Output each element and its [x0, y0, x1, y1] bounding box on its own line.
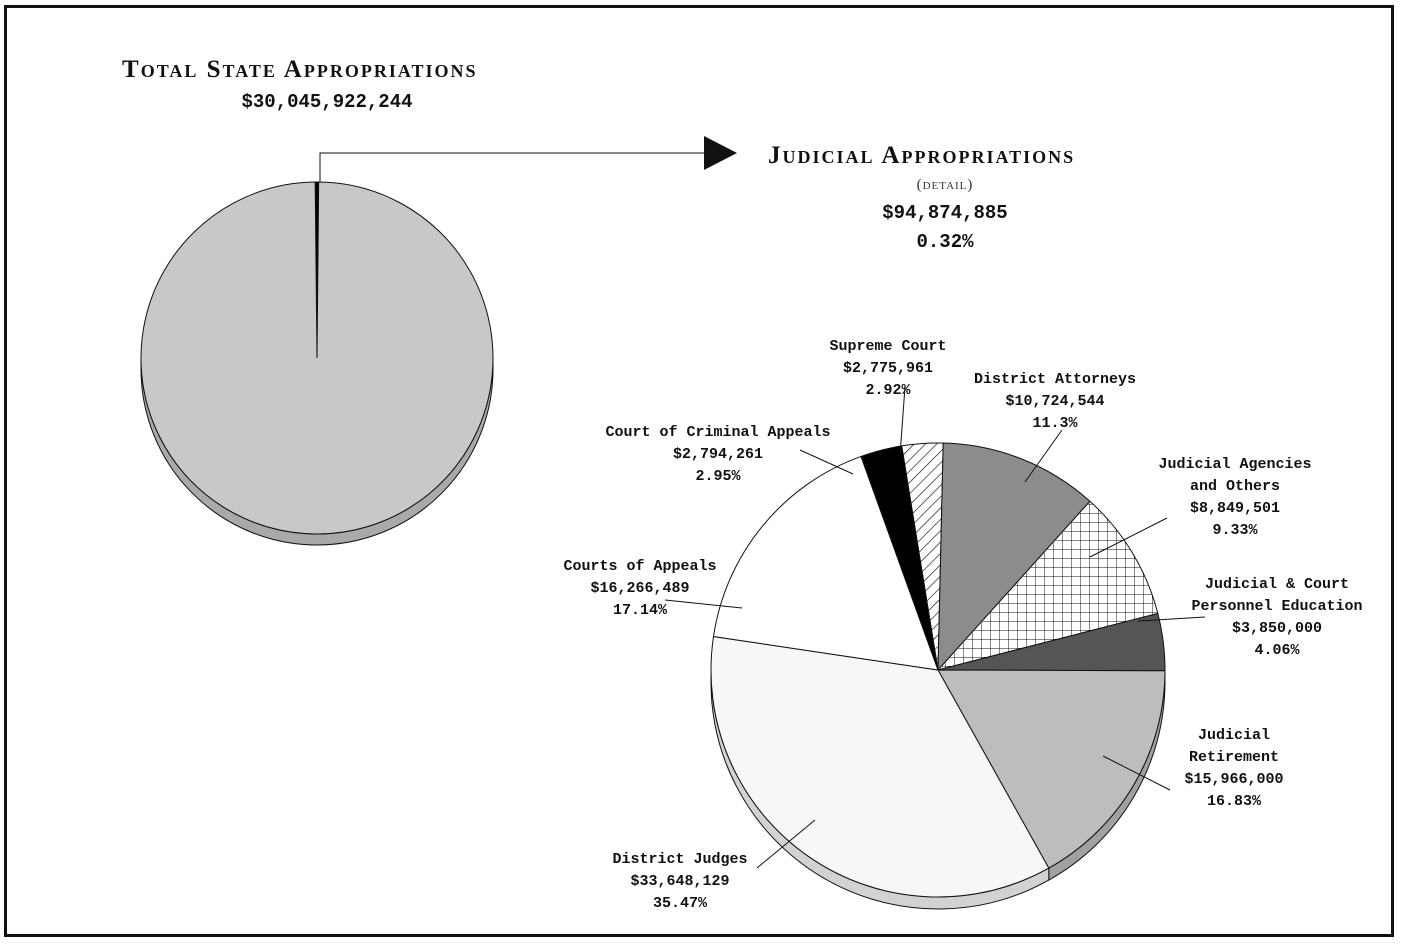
leader-line: [664, 599, 743, 609]
slice-label: Supreme Court $2,775,961 2.92%: [829, 338, 946, 399]
judicial-title: JUDICIAL APPROPRIATIONS: [768, 142, 1075, 169]
judicial-pie-slice-district-judges: [710, 635, 1050, 898]
judicial-pie-slice-court-of-criminal-appeals: [860, 445, 939, 671]
slice-label: Judicial Retirement $15,966,000 16.83%: [1184, 727, 1283, 810]
total-title: TOTAL STATE APPROPRIATIONS: [122, 56, 478, 83]
total-pie: [140, 181, 494, 546]
leader-line: [756, 819, 816, 869]
slice-label: Courts of Appeals $16,266,489 17.14%: [563, 558, 716, 619]
slice-label: Judicial & Court Personnel Education $3,85…: [1191, 576, 1362, 659]
judicial-percent: 0.32%: [916, 231, 974, 253]
total-pie-slice-other: [140, 181, 494, 535]
slice-label: District Judges $33,648,129 35.47%: [612, 851, 747, 912]
leader-line: [1024, 429, 1063, 483]
judicial-amount: $94,874,885: [882, 202, 1007, 224]
slice-labels: Supreme Court $2,775,961 2.92% District Att…: [563, 338, 1362, 912]
judicial-pie-slice-district-attorneys: [937, 442, 1091, 672]
judicial-pie-slice-courts-of-appeals: [712, 455, 939, 671]
leader-line: [799, 449, 854, 475]
chart-frame: [4, 5, 1394, 937]
connector-line: [319, 152, 705, 187]
judicial-subtitle: (DETAIL): [917, 177, 974, 193]
judicial-pie-slice-judicial-retirement: [937, 669, 1166, 869]
connector-arrowhead: [704, 136, 737, 170]
total-amount: $30,045,922,244: [241, 91, 412, 113]
slice-label: Judicial Agencies and Others $8,849,501 9.3…: [1158, 456, 1311, 539]
judicial-pie-slice-judicial-agencies-and-others: [936, 500, 1159, 671]
leader-line: [1102, 755, 1171, 791]
judicial-pie: [710, 442, 1166, 910]
leader-line: [899, 386, 906, 456]
leader-line: [1089, 517, 1168, 558]
leader-line: [1137, 616, 1206, 622]
slice-label: District Attorneys $10,724,544 11.3%: [974, 371, 1136, 432]
slice-label: Court of Criminal Appeals $2,794,261 2.95%: [605, 424, 830, 485]
